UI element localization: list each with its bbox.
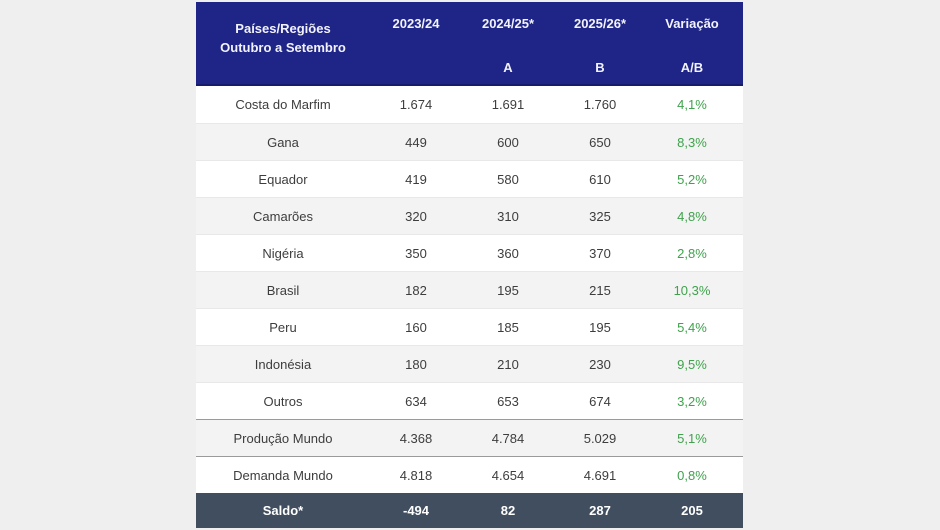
year-value: 350	[405, 245, 427, 261]
table-row: Demanda Mundo 4.818 4.654 4.691 0,8%	[196, 456, 743, 493]
year-value: 4.654	[491, 467, 525, 483]
table-row: Produção Mundo 4.368 4.784 5.029 5,1%	[196, 419, 743, 456]
row-label: Camarões	[253, 208, 313, 224]
footer-label: Saldo*	[262, 503, 304, 518]
row-label: Brasil	[266, 282, 300, 298]
variation-value: 5,1%	[677, 430, 707, 446]
header-col-line1: 2025/26*	[573, 16, 627, 31]
header-col-line2: B	[595, 60, 605, 75]
variation-value: 2,8%	[677, 245, 707, 261]
variation-value: 4,1%	[677, 97, 707, 112]
row-label: Demanda Mundo	[233, 467, 333, 483]
table-row: Gana 449 600 650 8,3%	[196, 123, 743, 160]
header-col-countries: Países/Regiões Outubro a Setembro	[196, 2, 370, 84]
footer-value: 205	[681, 503, 703, 518]
header-col-countries-line2: Outubro a Setembro	[220, 39, 346, 55]
year-value: 320	[405, 208, 427, 224]
row-label: Equador	[258, 171, 308, 187]
year-value: 360	[497, 245, 519, 261]
footer-value: -494	[402, 503, 430, 518]
year-value: 1.691	[491, 97, 525, 112]
header-col-3: 2025/26* B	[554, 2, 646, 84]
variation-value: 5,2%	[677, 171, 707, 187]
year-value: 182	[405, 282, 427, 298]
table-row: Outros 634 653 674 3,2%	[196, 382, 743, 419]
variation-value: 5,4%	[677, 319, 707, 335]
variation-value: 3,2%	[677, 393, 707, 409]
header-col-line1: Variação	[665, 16, 719, 31]
variation-value: 10,3%	[673, 282, 711, 298]
header-col-1: 2023/24	[370, 2, 462, 84]
variation-value: 9,5%	[677, 356, 707, 372]
year-value: 4.818	[399, 467, 433, 483]
row-label: Outros	[263, 393, 303, 409]
year-value: 160	[405, 319, 427, 335]
year-value: 1.760	[583, 97, 617, 112]
table-row: Indonésia 180 210 230 9,5%	[196, 345, 743, 382]
year-value: 185	[497, 319, 519, 335]
footer-value: 82	[500, 503, 516, 518]
year-value: 610	[589, 171, 611, 187]
row-label: Gana	[267, 134, 299, 150]
year-value: 310	[497, 208, 519, 224]
year-value: 195	[589, 319, 611, 335]
year-value: 4.784	[491, 430, 525, 446]
table-row: Nigéria 350 360 370 2,8%	[196, 234, 743, 271]
row-label: Produção Mundo	[233, 430, 333, 446]
year-value: 230	[589, 356, 611, 372]
row-label: Indonésia	[254, 356, 312, 372]
year-value: 215	[589, 282, 611, 298]
variation-value: 4,8%	[677, 208, 707, 224]
table-row: Peru 160 185 195 5,4%	[196, 308, 743, 345]
table-row: Equador 419 580 610 5,2%	[196, 160, 743, 197]
table-header: Países/Regiões Outubro a Setembro 2023/2…	[196, 2, 743, 86]
header-col-4: Variação A/B	[646, 2, 738, 84]
table-body: Costa do Marfim 1.674 1.691 1.760 4,1% Gana 44…	[196, 86, 743, 493]
table-footer-row: Saldo* -494 82 287 205	[196, 493, 743, 528]
variation-value: 0,8%	[677, 467, 707, 483]
year-value: 180	[405, 356, 427, 372]
year-value: 195	[497, 282, 519, 298]
year-value: 674	[589, 393, 611, 409]
year-value: 210	[497, 356, 519, 372]
row-label: Costa do Marfim	[235, 97, 331, 112]
header-col-line2: A	[503, 60, 513, 75]
table-row: Brasil 182 195 215 10,3%	[196, 271, 743, 308]
year-value: 653	[497, 393, 519, 409]
row-label: Peru	[269, 319, 297, 335]
year-value: 634	[405, 393, 427, 409]
year-value: 4.368	[399, 430, 433, 446]
header-col-countries-line1: Países/Regiões	[235, 20, 331, 36]
year-value: 449	[405, 134, 427, 150]
year-value: 5.029	[583, 430, 617, 446]
table-row: Camarões 320 310 325 4,8%	[196, 197, 743, 234]
year-value: 4.691	[583, 467, 617, 483]
header-col-line1: 2023/24	[392, 16, 440, 31]
variation-value: 8,3%	[677, 134, 707, 150]
header-col-line1: 2024/25*	[481, 16, 535, 31]
table-row: Costa do Marfim 1.674 1.691 1.760 4,1%	[196, 86, 743, 123]
year-value: 580	[497, 171, 519, 187]
footer-value: 287	[589, 503, 611, 518]
year-value: 325	[589, 208, 611, 224]
year-value: 600	[497, 134, 519, 150]
header-col-line2: A/B	[680, 60, 704, 75]
cocoa-supply-demand-table: Países/Regiões Outubro a Setembro 2023/2…	[196, 2, 743, 528]
year-value: 419	[405, 171, 427, 187]
year-value: 1.674	[399, 97, 433, 112]
year-value: 650	[589, 134, 611, 150]
row-label: Nigéria	[262, 245, 304, 261]
header-col-2: 2024/25* A	[462, 2, 554, 84]
year-value: 370	[589, 245, 611, 261]
